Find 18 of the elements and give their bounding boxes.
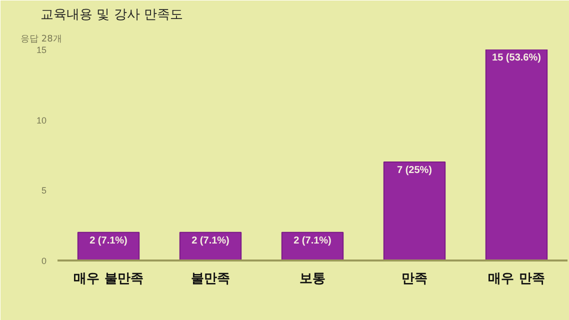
data-label: 2 (7.1%) (90, 235, 128, 246)
y-tick-label: 10 (36, 115, 47, 126)
data-label: 7 (25%) (396, 165, 432, 176)
bar (383, 162, 446, 260)
chart-subtitle: 응답 28개 (20, 34, 62, 44)
x-tick-label: 매우 불만족 (74, 272, 144, 286)
x-tick-label: 만족 (402, 272, 428, 286)
x-tick-label: 보통 (300, 272, 326, 286)
bar (485, 50, 548, 260)
x-tick-label: 매우 만족 (488, 272, 545, 286)
x-tick-label: 불만족 (191, 272, 230, 286)
y-tick-label: 0 (41, 256, 47, 266)
y-tick-label: 5 (41, 186, 47, 196)
y-tick-label: 15 (36, 45, 47, 55)
chart-title: 교육내용 및 강사 만족도 (40, 8, 183, 22)
data-label: 2 (7.1%) (294, 235, 332, 246)
data-label: 15 (53.6%) (492, 52, 541, 64)
data-label: 2 (7.1%) (192, 235, 230, 246)
